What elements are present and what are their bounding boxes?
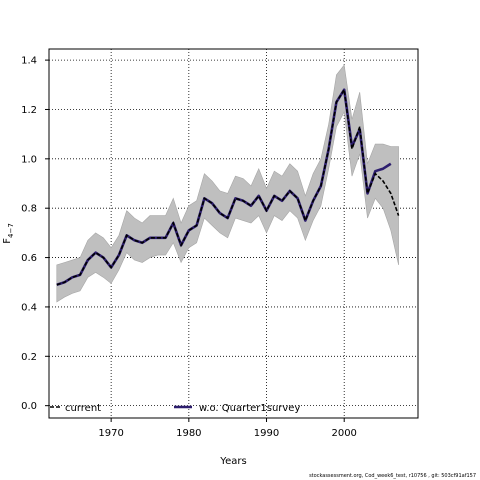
y-tick-label: 0.8: [21, 204, 37, 215]
footer-note: stockassessment.org, Cod_week6_test, r10…: [309, 473, 476, 479]
y-tick-label: 0.0: [21, 401, 37, 412]
plot-frame: [48, 48, 419, 419]
confidence-band-area: [56, 64, 399, 303]
y-axis-label-main: F: [2, 238, 13, 244]
series-lines: [56, 87, 400, 286]
y-axis-ticks: 0.0 0.2 0.4 0.6 0.8 1.0 1.2 1.4: [21, 56, 49, 412]
x-axis-label: Years: [219, 456, 246, 467]
x-tick-label: 1980: [176, 428, 201, 439]
x-tick-label: 1990: [254, 428, 279, 439]
legend: current w.o. Quarter1survey: [50, 403, 300, 414]
legend-label-wo_quarter1: w.o. Quarter1survey: [199, 403, 300, 414]
x-axis-ticks: 1970 1980 1990 2000: [98, 418, 357, 439]
x-tick-label: 2000: [331, 428, 356, 439]
legend-label-current: current: [65, 403, 101, 414]
y-axis-label: F4−7: [2, 223, 15, 244]
grid-lines: [49, 49, 418, 418]
series-line-current: [56, 87, 400, 286]
y-tick-label: 0.6: [21, 253, 37, 264]
y-tick-label: 0.2: [21, 352, 37, 363]
x-tick-label: 1970: [98, 428, 123, 439]
y-tick-label: 1.0: [21, 154, 37, 165]
y-tick-label: 1.2: [21, 105, 37, 116]
confidence-band: [56, 64, 399, 303]
y-axis-label-sub: 4−7: [7, 223, 15, 238]
y-tick-label: 1.4: [21, 56, 37, 67]
y-tick-label: 0.4: [21, 302, 37, 313]
